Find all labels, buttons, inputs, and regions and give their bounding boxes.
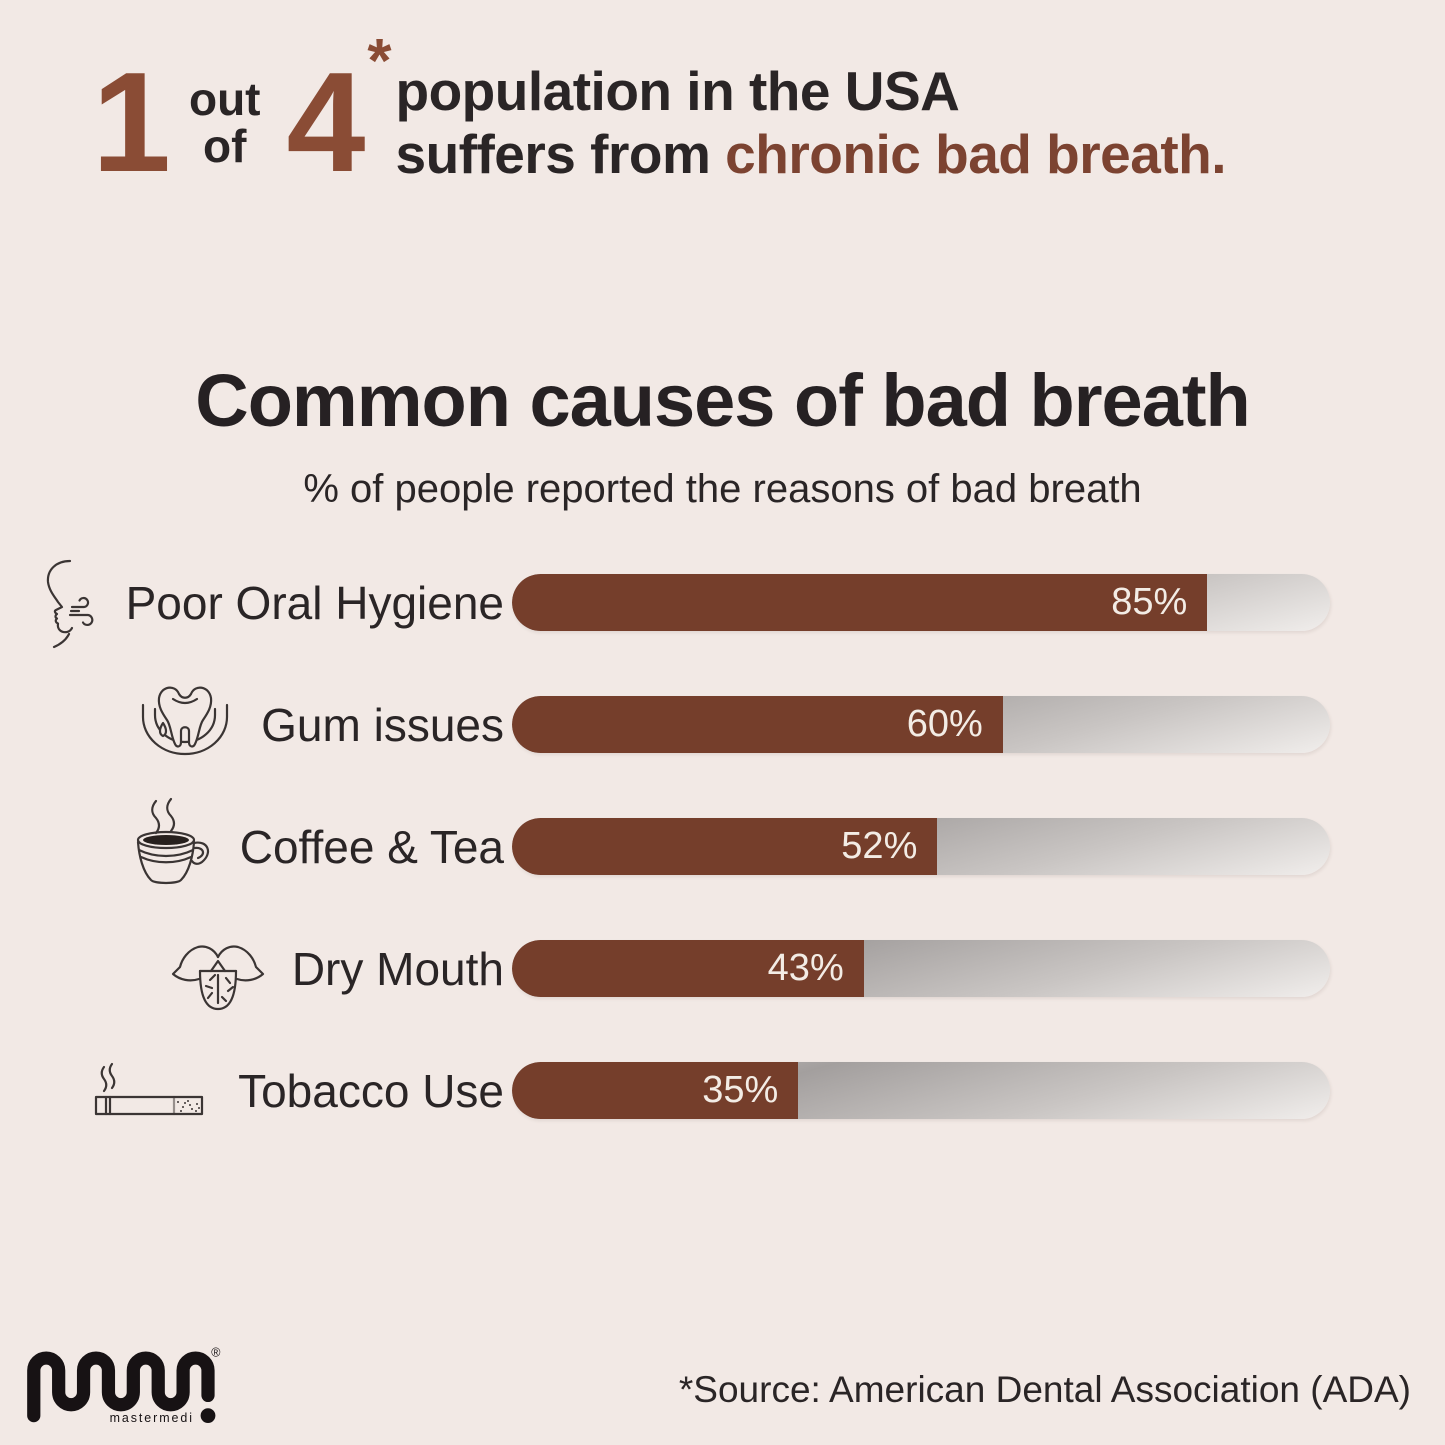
mastermedi-logo: ® mastermedi [27,1346,220,1425]
bar-value: 52% [841,825,918,867]
bar-fill: 43% [512,940,864,997]
bar-label-group: Gum issues [0,679,512,771]
source-note: *Source: American Dental Association (AD… [678,1369,1411,1410]
stat-out-label: out [188,73,261,126]
bar-fill: 60% [512,696,1003,753]
gum-tooth-icon [142,686,229,755]
stat-numerator: 1 [92,43,171,202]
bar-value: 60% [906,703,983,745]
row-icon-slot [20,557,100,649]
logo-exclamation-dot [200,1408,216,1423]
row-icon-slot [170,921,266,1017]
bar-label: Poor Oral Hygiene [125,576,504,629]
bar-label: Tobacco Use [238,1064,504,1117]
headline-text: population in the USA suffers from chron… [395,60,1226,185]
stat-asterisk: * [367,27,392,96]
bar-label: Coffee & Tea [239,820,504,873]
bar-track: 60% [512,696,1330,753]
headline-line2-accent: chronic bad breath. [725,123,1227,185]
bar-chart: Poor Oral Hygiene 85% Gum issues [0,559,1445,1119]
chart-subtitle: % of people reported the reasons of bad … [303,467,1142,511]
stat-denominator: 4 [286,43,366,202]
logo-wordmark: mastermedi [110,1411,194,1425]
bar-label-group: Dry Mouth [0,921,512,1017]
bar-row: Tobacco Use 35% [0,1062,1445,1119]
cigarette-icon [94,1062,204,1115]
bar-track: 52% [512,818,1330,875]
logo-registered-mark: ® [211,1346,220,1360]
bad-breath-face-icon [46,559,93,648]
bar-label-group: Coffee & Tea [0,796,512,898]
headline-line2: suffers from chronic bad breath. [395,123,1226,186]
bar-fill: 35% [512,1062,799,1119]
bar-track: 43% [512,940,1330,997]
logo-wave-mark [27,1351,215,1423]
bar-row: Gum issues 60% [0,686,1445,755]
bar-row: Poor Oral Hygiene 85% [0,559,1445,648]
bar-label-group: Poor Oral Hygiene [0,557,512,649]
bar-value: 43% [767,947,844,989]
stat-of-label: of [203,120,247,172]
bar-label-group: Tobacco Use [0,1059,512,1123]
bar-track: 85% [512,574,1330,631]
bar-label: Gum issues [261,698,504,751]
bar-value: 35% [702,1069,779,1111]
bar-row: Coffee & Tea 52% [0,797,1445,884]
bar-track: 35% [512,1062,1330,1119]
bar-value: 85% [1111,581,1188,623]
dry-mouth-tongue-icon [171,944,264,1010]
stat-denominator-group: 4 * [287,27,392,194]
headline-line1: population in the USA [395,60,960,123]
chart-title: Common causes of bad breath [195,359,1250,442]
bar-fill: 85% [512,574,1208,631]
stat-out-of: out of [189,76,261,170]
stat-headline: 1 out of 4 * population in the USA suffe… [92,27,1445,202]
row-icon-slot [135,679,235,771]
coffee-cup-icon [136,797,209,884]
row-icon-slot [118,796,214,898]
bar-row: Dry Mouth 43% [0,940,1445,1010]
headline-line2-prefix: suffers from [395,123,726,185]
footer: ® mastermedi *Source: American Dental As… [26,1344,1411,1425]
row-icon-slot [86,1059,212,1123]
bar-label: Dry Mouth [291,942,504,995]
bar-fill: 52% [512,818,938,875]
